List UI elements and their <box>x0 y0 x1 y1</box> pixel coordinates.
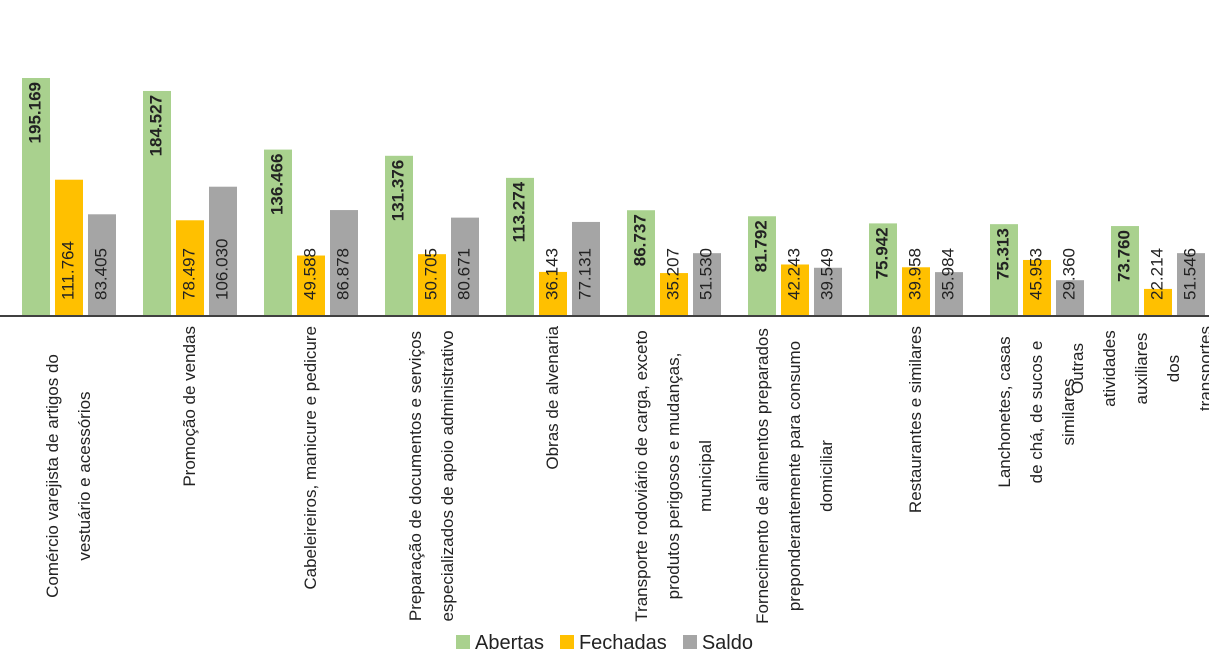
value-label: 113.274 <box>509 181 528 242</box>
x-tick-label: Transporte rodoviário de carga, exceto p… <box>626 326 722 626</box>
bar <box>781 264 809 316</box>
x-tick-label: Obras de alvenaria <box>537 326 569 470</box>
value-label: 80.671 <box>454 248 473 300</box>
bar <box>627 210 655 316</box>
bar <box>869 223 897 316</box>
value-label: 50.705 <box>421 248 440 300</box>
category-text: Promoção de vendas <box>180 326 199 487</box>
bar <box>1177 253 1205 316</box>
value-label: 35.207 <box>663 248 682 300</box>
value-label: 78.497 <box>179 248 198 300</box>
value-label: 195.169 <box>25 82 44 143</box>
bar <box>176 220 204 316</box>
value-label: 86.878 <box>333 248 352 300</box>
value-label: 111.764 <box>58 241 77 300</box>
value-label: 51.546 <box>1180 248 1199 300</box>
bar <box>451 217 479 316</box>
value-label: 75.313 <box>993 228 1012 280</box>
value-label: 86.737 <box>630 214 649 266</box>
x-tick-label: Preparação de documentos e serviços espe… <box>400 326 464 626</box>
bar <box>506 177 534 316</box>
x-tick-label: Cabeleireiros, manicure e pedicure <box>295 326 327 590</box>
value-label: 106.030 <box>212 239 231 300</box>
value-label: 29.360 <box>1059 248 1078 300</box>
category-text: Outras atividades auxiliares dos transpo… <box>1068 326 1209 412</box>
bar <box>209 186 237 316</box>
category-text: Obras de alvenaria <box>543 326 562 470</box>
legend-item: Fechadas <box>559 632 667 655</box>
x-tick-label: Restaurantes e similares <box>900 326 932 513</box>
bar <box>55 179 83 316</box>
legend-item: Abertas <box>456 632 544 655</box>
category-text: Transporte rodoviário de carga, exceto p… <box>632 330 715 622</box>
legend-label: Fechadas <box>578 632 667 654</box>
value-label: 49.588 <box>300 248 319 300</box>
value-label: 73.760 <box>1114 230 1133 282</box>
value-label: 39.958 <box>905 248 924 300</box>
bar <box>1056 280 1084 316</box>
bar <box>297 255 325 316</box>
value-label: 51.530 <box>696 248 715 300</box>
bar <box>385 155 413 316</box>
bar <box>143 90 171 316</box>
bar <box>660 273 688 316</box>
x-tick-label: Outras atividades auxiliares dos transpo… <box>1062 326 1209 411</box>
value-label: 184.527 <box>146 95 165 156</box>
bar <box>22 78 50 316</box>
value-label: 77.131 <box>575 248 594 300</box>
bar <box>539 271 567 316</box>
value-label: 22.214 <box>1147 248 1166 300</box>
x-tick-label: Promoção de vendas <box>174 326 206 487</box>
category-text: Preparação de documentos e serviços espe… <box>406 330 457 622</box>
category-text: Cabeleireiros, manicure e pedicure <box>301 326 320 590</box>
bar <box>902 267 930 316</box>
value-label: 83.405 <box>91 248 110 300</box>
x-tick-label: Fornecimento de alimentos preparados pre… <box>747 326 843 626</box>
legend: Abertas Fechadas Saldo <box>0 632 1209 655</box>
bar <box>1111 226 1139 316</box>
legend-swatch <box>559 635 574 649</box>
category-text: Restaurantes e similares <box>906 326 925 514</box>
bar <box>814 267 842 316</box>
value-label: 131.376 <box>388 160 407 221</box>
bar <box>1023 259 1051 316</box>
legend-label: Abertas <box>475 632 544 654</box>
legend-label: Saldo <box>701 632 753 654</box>
value-label: 39.549 <box>817 248 836 300</box>
legend-swatch <box>682 635 697 649</box>
value-label: 136.466 <box>267 154 286 215</box>
bar <box>1144 288 1172 316</box>
category-text: Fornecimento de alimentos preparados pre… <box>753 328 836 624</box>
value-label: 75.942 <box>872 227 891 279</box>
value-label: 45.953 <box>1026 248 1045 300</box>
bar <box>418 254 446 316</box>
bar <box>572 221 600 316</box>
bar <box>935 272 963 316</box>
x-tick-label: Comércio varejista de artigos do vestuár… <box>37 326 101 626</box>
legend-swatch <box>456 635 471 649</box>
value-label: 36.143 <box>542 248 561 300</box>
value-label: 35.984 <box>938 248 957 300</box>
category-text: Comércio varejista de artigos do vestuár… <box>43 354 94 598</box>
bar <box>990 224 1018 316</box>
bar <box>264 149 292 316</box>
legend-item: Saldo <box>682 632 753 655</box>
bar <box>88 214 116 316</box>
bar <box>693 253 721 316</box>
bar <box>748 216 776 316</box>
value-label: 81.792 <box>751 220 770 272</box>
value-label: 42.243 <box>784 248 803 300</box>
bar <box>330 210 358 316</box>
